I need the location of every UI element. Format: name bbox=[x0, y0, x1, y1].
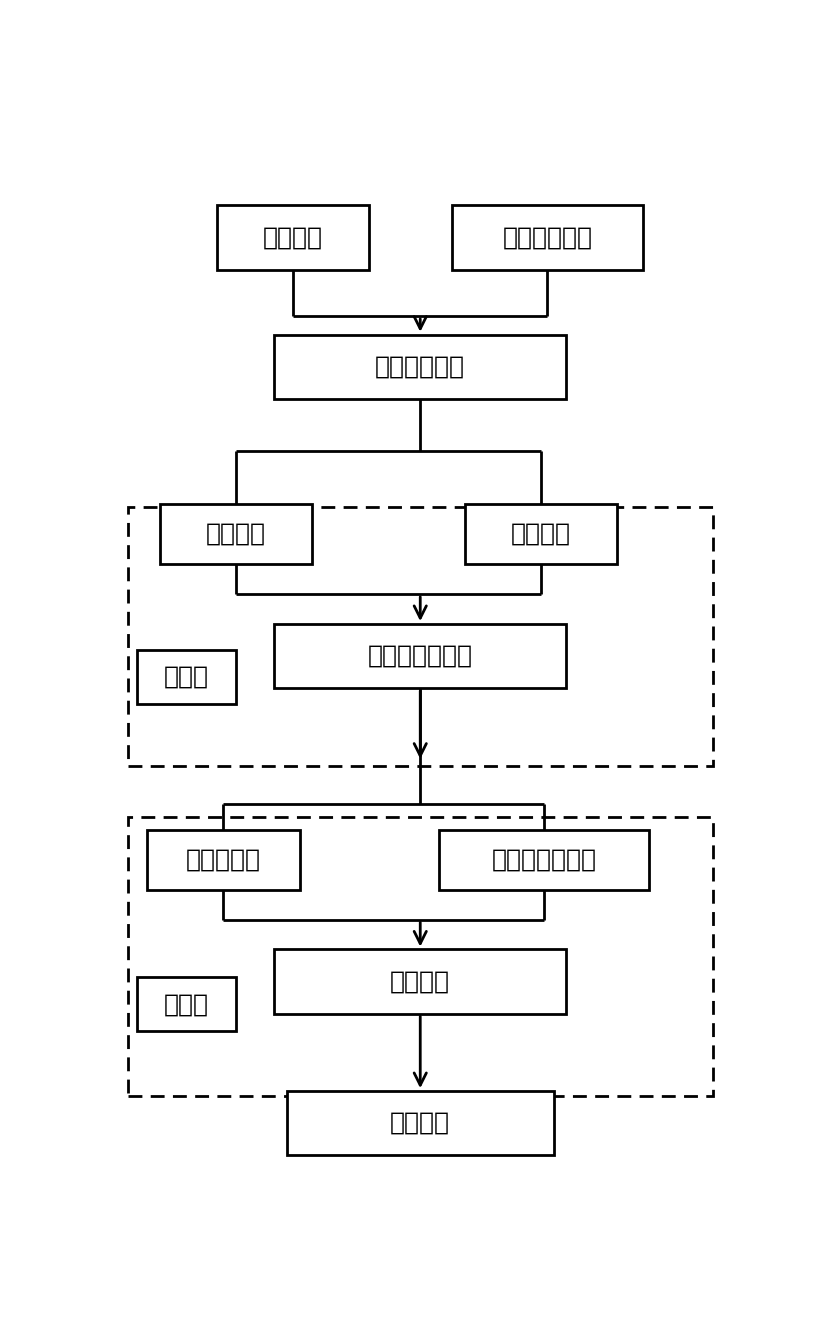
Bar bbox=[147, 829, 299, 890]
Text: 参考行人集合: 参考行人集合 bbox=[502, 225, 591, 250]
Bar bbox=[451, 205, 642, 270]
Bar bbox=[287, 1091, 553, 1155]
Bar bbox=[128, 507, 712, 765]
Text: 低尺度: 低尺度 bbox=[164, 664, 209, 688]
Bar bbox=[274, 624, 566, 688]
Bar bbox=[464, 505, 617, 564]
Bar bbox=[216, 205, 369, 270]
Text: 目标行人: 目标行人 bbox=[263, 225, 323, 250]
Text: 距离计算: 距离计算 bbox=[390, 969, 450, 993]
Text: 图像尺度分级: 图像尺度分级 bbox=[375, 354, 464, 378]
Text: 高尺度: 高尺度 bbox=[164, 992, 209, 1016]
Bar bbox=[128, 817, 712, 1096]
Bar bbox=[439, 829, 649, 890]
Bar bbox=[160, 505, 312, 564]
Text: 半监督距离学习: 半监督距离学习 bbox=[367, 644, 473, 668]
Text: 比对结果: 比对结果 bbox=[390, 1111, 450, 1135]
Text: 轮廓特征: 轮廓特征 bbox=[510, 522, 570, 546]
Bar bbox=[138, 977, 236, 1031]
Text: 局部显著特征点: 局部显著特征点 bbox=[491, 848, 596, 871]
Text: 纹理特征点: 纹理特征点 bbox=[186, 848, 260, 871]
Bar bbox=[138, 650, 236, 703]
Text: 颜色特征: 颜色特征 bbox=[206, 522, 265, 546]
Bar bbox=[274, 334, 566, 399]
Bar bbox=[274, 950, 566, 1013]
